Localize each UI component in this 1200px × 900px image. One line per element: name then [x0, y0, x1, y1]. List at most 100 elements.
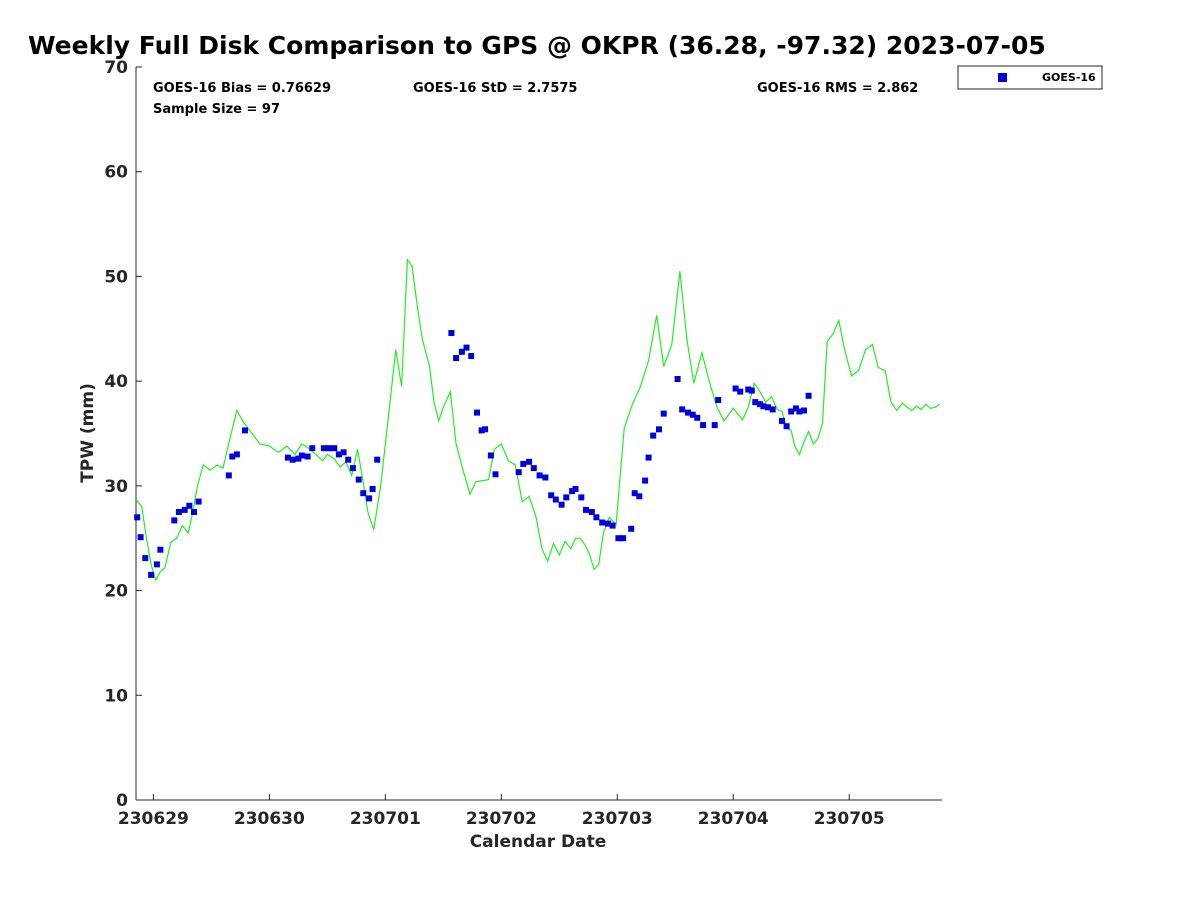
goes-data-point	[569, 488, 576, 495]
y-tick-label: 60	[104, 163, 128, 183]
goes-data-point	[732, 385, 739, 392]
goes-data-point	[769, 406, 776, 413]
goes-data-point	[605, 520, 611, 527]
goes-data-point	[515, 469, 522, 476]
goes-data-point	[636, 493, 643, 500]
goes-data-point	[153, 561, 160, 568]
goes-data-point	[360, 490, 367, 497]
x-tick-label: 230703	[582, 809, 653, 829]
goes-data-point	[137, 534, 144, 541]
goes-data-point	[674, 376, 681, 382]
goes-data-point	[779, 417, 785, 424]
goes-data-point	[530, 465, 537, 472]
goes-data-point	[463, 344, 470, 351]
stat-bias: GOES-16 Bias = 0.76629	[153, 81, 331, 96]
goes-data-point	[796, 408, 803, 415]
goes-data-point	[526, 458, 533, 465]
goes-data-point	[487, 452, 494, 459]
goes-data-point	[134, 514, 141, 521]
goes-data-point	[805, 392, 812, 399]
plot-area	[136, 67, 942, 800]
x-tick-label: 230629	[118, 809, 189, 829]
gps-series-line	[135, 257, 941, 582]
goes-data-point	[340, 449, 347, 456]
goes-data-point	[448, 330, 455, 336]
goes-data-point	[572, 486, 579, 492]
goes-data-point	[320, 445, 327, 452]
x-tick-label: 230702	[466, 809, 537, 829]
stat-std: GOES-16 StD = 2.7575	[413, 81, 577, 96]
goes-data-point	[284, 454, 291, 461]
goes-data-point	[783, 423, 790, 430]
goes-data-point	[552, 496, 559, 503]
goes-data-point	[304, 453, 311, 460]
goes-data-point	[295, 455, 302, 462]
goes-data-point	[700, 422, 707, 429]
goes-data-point	[752, 399, 759, 406]
goes-data-point	[366, 495, 373, 502]
goes-data-point	[542, 474, 549, 481]
goes-data-point	[233, 451, 240, 458]
goes-data-point	[345, 456, 352, 463]
goes-data-point	[689, 411, 696, 418]
x-tick-label: 230704	[698, 809, 769, 829]
goes-data-point	[355, 476, 362, 483]
y-tick-label: 50	[104, 267, 128, 287]
goes-data-point	[765, 404, 771, 411]
x-tick-label: 230630	[234, 809, 305, 829]
goes-data-point	[715, 397, 722, 403]
goes-data-point	[331, 445, 338, 452]
goes-data-point	[242, 427, 248, 434]
goes-data-point	[492, 471, 499, 478]
goes-data-point	[186, 502, 193, 509]
goes-data-point	[563, 494, 570, 501]
goes-data-point	[298, 452, 305, 459]
legend-marker	[998, 73, 1007, 82]
y-tick-label: 70	[104, 58, 128, 78]
goes-data-point	[453, 355, 460, 362]
goes-data-point	[181, 506, 188, 513]
goes-data-point	[309, 445, 316, 452]
goes-data-point	[229, 453, 236, 460]
goes-data-point	[645, 454, 652, 461]
goes-data-point	[349, 465, 356, 472]
goes-data-point	[660, 410, 667, 417]
goes-data-point	[142, 555, 149, 562]
goes-data-point	[656, 426, 662, 433]
goes-data-point	[792, 405, 799, 412]
y-axis-label: TPW (mm)	[78, 383, 98, 483]
goes-data-point	[685, 409, 691, 416]
goes-data-point	[694, 414, 701, 421]
legend-label: GOES-16	[1042, 71, 1096, 84]
goes-data-point	[583, 506, 589, 513]
goes-data-point	[737, 388, 744, 395]
x-tick-label: 230705	[814, 809, 885, 829]
goes-data-point	[325, 445, 332, 452]
goes-data-point	[468, 353, 475, 359]
goes-data-point	[191, 509, 197, 515]
x-axis-label: Calendar Date	[470, 832, 607, 852]
goes-data-point	[609, 522, 616, 529]
goes-data-point	[628, 525, 635, 532]
goes-data-point	[148, 571, 155, 578]
goes-data-point	[650, 432, 657, 439]
goes-data-point	[801, 407, 807, 414]
stat-sample-size: Sample Size = 97	[153, 102, 280, 117]
goes-data-point	[711, 422, 718, 429]
x-axis-ticks: 230629 230630 230701 230702 230703 230704 2307…	[118, 794, 885, 829]
y-tick-label: 30	[104, 477, 128, 497]
goes-data-point	[369, 486, 376, 492]
goes-data-point	[171, 517, 178, 524]
goes-data-point	[289, 456, 296, 463]
goes-data-point	[620, 535, 627, 542]
goes-data-point	[520, 460, 527, 467]
y-axis-ticks: 0 10 20 30 40 50 60 70	[104, 58, 142, 811]
goes-data-point	[195, 498, 202, 505]
goes-data-point	[478, 427, 485, 434]
goes-data-point	[474, 409, 480, 416]
goes-data-point	[335, 451, 342, 458]
goes-data-point	[756, 401, 763, 408]
chart-title: Weekly Full Disk Comparison to GPS @ OKP…	[28, 31, 1046, 60]
goes-data-point	[374, 456, 381, 463]
goes-data-point	[175, 509, 182, 515]
